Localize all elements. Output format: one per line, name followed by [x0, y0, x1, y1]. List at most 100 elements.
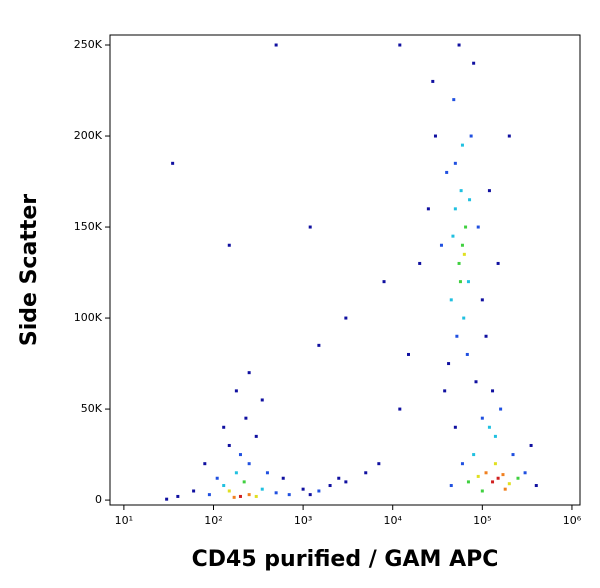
event-point: [480, 298, 484, 302]
event-point: [460, 143, 464, 147]
event-point: [465, 352, 469, 356]
event-point: [501, 473, 505, 477]
y-tick-label: 50K: [81, 402, 103, 415]
event-point: [308, 225, 312, 229]
event-point: [433, 134, 437, 138]
event-point: [460, 462, 464, 466]
event-point: [274, 43, 278, 47]
event-point: [466, 280, 470, 284]
event-point: [247, 371, 251, 375]
event-point: [227, 443, 231, 447]
event-point: [215, 476, 219, 480]
event-point: [453, 161, 457, 165]
event-point: [254, 434, 258, 438]
event-point: [503, 487, 507, 491]
event-point: [534, 484, 538, 488]
event-point: [457, 43, 461, 47]
event-point: [462, 252, 466, 256]
event-point: [496, 476, 500, 480]
event-point: [523, 471, 527, 475]
event-point: [418, 261, 422, 265]
event-point: [507, 482, 511, 486]
x-tick-label: 10⁵: [473, 514, 491, 527]
event-point: [317, 343, 321, 347]
y-axis-label: Side Scatter: [17, 194, 42, 346]
event-point: [493, 462, 497, 466]
event-point: [232, 495, 236, 499]
event-point: [192, 489, 196, 493]
event-point: [516, 476, 520, 480]
event-point: [451, 234, 455, 238]
event-point: [474, 380, 478, 384]
x-tick-label: 10¹: [115, 514, 133, 527]
event-point: [203, 462, 207, 466]
event-point: [447, 362, 451, 366]
event-point: [445, 170, 449, 174]
event-point: [472, 61, 476, 65]
event-point: [468, 198, 472, 202]
event-point: [449, 484, 453, 488]
x-tick-label: 10²: [204, 514, 222, 527]
event-point: [443, 389, 447, 393]
event-point: [398, 43, 402, 47]
event-point: [487, 189, 491, 193]
event-point: [511, 453, 515, 457]
event-point: [274, 491, 278, 495]
event-point: [337, 476, 341, 480]
event-point: [207, 493, 211, 497]
event-point: [234, 389, 238, 393]
event-point: [431, 79, 435, 83]
event-point: [406, 352, 410, 356]
event-point: [308, 493, 312, 497]
event-point: [222, 484, 226, 488]
event-point: [484, 334, 488, 338]
y-tick-label: 150K: [74, 220, 103, 233]
event-point: [439, 243, 443, 247]
event-point: [247, 462, 251, 466]
event-point: [344, 316, 348, 320]
event-point: [344, 480, 348, 484]
x-tick-label: 10³: [294, 514, 312, 527]
event-point: [328, 484, 332, 488]
event-point: [238, 494, 242, 498]
event-point: [469, 134, 473, 138]
event-point: [476, 225, 480, 229]
x-tick-label: 10⁶: [563, 514, 582, 527]
event-point: [426, 207, 430, 211]
event-point: [484, 471, 488, 475]
event-point: [364, 471, 368, 475]
y-tick-label: 200K: [74, 129, 103, 142]
event-point: [499, 407, 503, 411]
event-point: [462, 316, 466, 320]
event-point: [242, 480, 246, 484]
event-point: [222, 425, 226, 429]
event-point: [227, 243, 231, 247]
event-point: [398, 407, 402, 411]
event-point: [234, 471, 238, 475]
x-tick-label: 10⁴: [384, 514, 403, 527]
event-point: [449, 298, 453, 302]
event-point: [466, 480, 470, 484]
event-point: [491, 389, 495, 393]
event-point: [260, 487, 264, 491]
x-axis-label: CD45 purified / GAM APC: [192, 547, 499, 572]
event-point: [176, 494, 180, 498]
event-point: [496, 261, 500, 265]
event-point: [254, 494, 258, 498]
event-point: [453, 207, 457, 211]
event-point: [455, 334, 459, 338]
event-point: [382, 280, 386, 284]
event-point: [459, 189, 463, 193]
event-point: [265, 471, 269, 475]
event-point: [453, 425, 457, 429]
event-point: [457, 261, 461, 265]
y-tick-label: 0: [95, 493, 102, 506]
event-point: [487, 425, 491, 429]
plot-frame: [109, 34, 581, 506]
event-point: [480, 416, 484, 420]
event-point: [493, 434, 497, 438]
event-point: [281, 476, 285, 480]
event-point: [464, 225, 468, 229]
event-point: [480, 489, 484, 493]
